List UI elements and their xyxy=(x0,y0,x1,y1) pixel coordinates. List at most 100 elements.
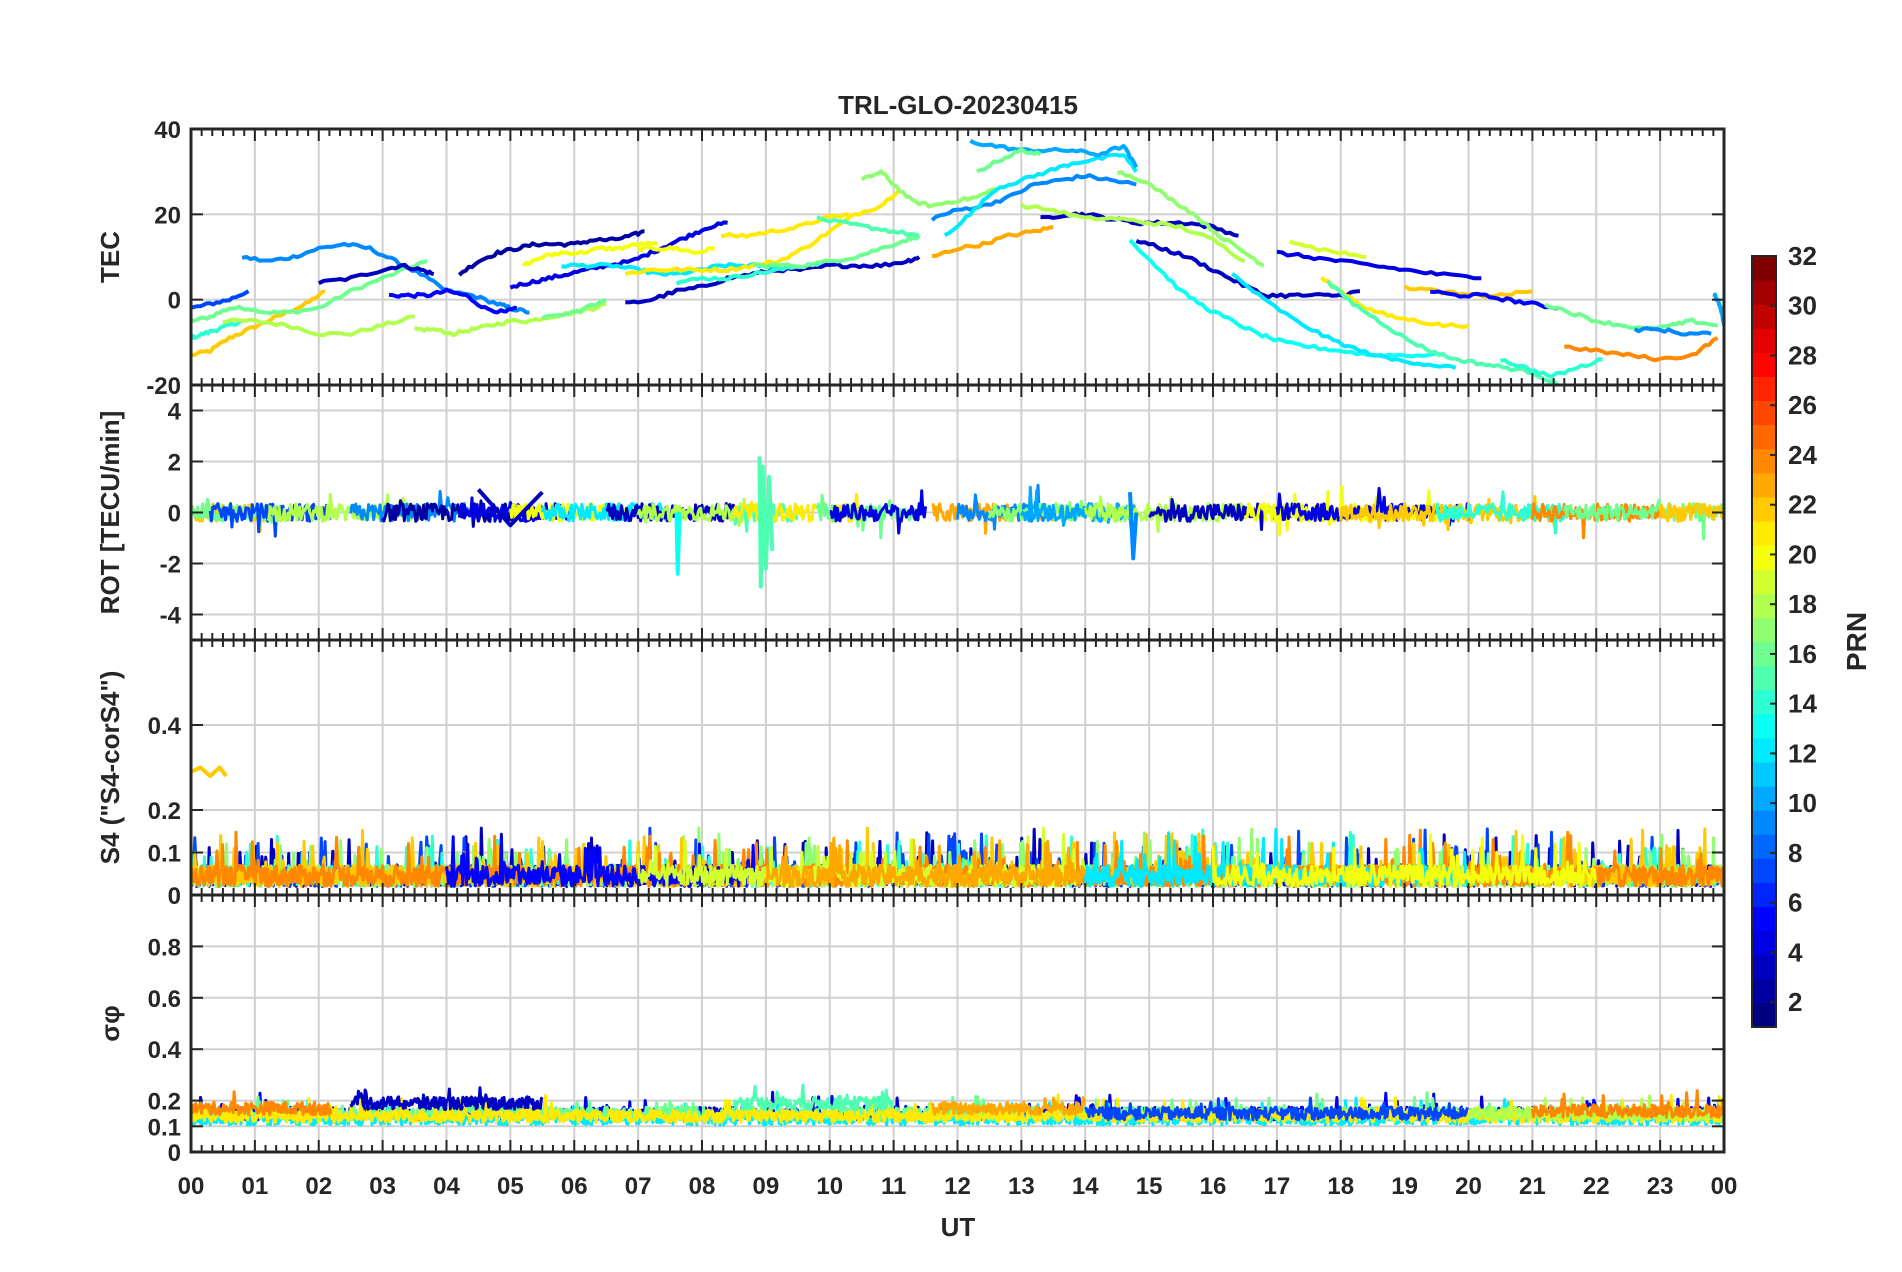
y-tick-labels-tec: -20 0 20 40 xyxy=(146,117,181,400)
colorbar-level xyxy=(1752,545,1776,570)
colorbar-level xyxy=(1752,713,1776,739)
series-line xyxy=(816,215,920,238)
series-line xyxy=(757,456,775,589)
x-tick-label: 17 xyxy=(1264,1173,1291,1200)
series-line xyxy=(191,1093,1724,1124)
series-line xyxy=(1020,202,1246,264)
series-line xyxy=(720,212,849,239)
x-tick-label: 12 xyxy=(944,1173,971,1200)
series-line xyxy=(943,152,1138,237)
series-line xyxy=(930,173,1137,222)
panel-rot: -4 -2 0 2 4 ROT [TECU/min] xyxy=(95,383,1726,642)
series-rot xyxy=(191,456,1724,589)
x-tick-label: 00 xyxy=(178,1173,205,1200)
y-tick-label: -20 xyxy=(146,373,181,400)
x-tick-label: 11 xyxy=(881,1173,906,1200)
colorbar-level xyxy=(1752,448,1776,474)
colorbar-frame xyxy=(1751,255,1777,1028)
colorbar-tick-label: 28 xyxy=(1788,340,1817,370)
y-tick-label: 0.1 xyxy=(148,1114,181,1141)
colorbar-level xyxy=(1752,737,1776,763)
y-axis-label-rot: ROT [TECU/min] xyxy=(95,411,125,615)
series-line xyxy=(930,1096,1086,1116)
series-line xyxy=(1326,280,1560,385)
series-line xyxy=(1564,336,1719,363)
colorbar-tick-label: 8 xyxy=(1788,838,1802,868)
colorbar-tick-label: 12 xyxy=(1788,738,1817,768)
series-line xyxy=(752,234,921,270)
series-line xyxy=(191,1090,333,1117)
x-axis-label: UT xyxy=(941,1212,976,1242)
series-line xyxy=(636,244,715,255)
colorbar-level xyxy=(1752,906,1776,932)
series-line xyxy=(732,1083,895,1111)
colorbar-tick-label: 4 xyxy=(1788,937,1803,967)
colorbar-level xyxy=(1752,496,1776,522)
colorbar-level xyxy=(1752,569,1776,594)
series-line xyxy=(764,836,1086,888)
x-tick-label: 03 xyxy=(369,1173,396,1200)
colorbar-level xyxy=(1752,256,1776,281)
colorbar-level xyxy=(1752,858,1776,883)
series-line xyxy=(191,319,243,341)
series-line xyxy=(732,492,864,523)
series-line xyxy=(1430,289,1558,311)
x-tick-labels: 00 01 02 03 04 05 06 07 08 09 10 11 12 13 14 15 16 17 18 19… xyxy=(178,1173,1738,1200)
series-line xyxy=(541,297,607,320)
y-tick-label: 0.2 xyxy=(148,798,181,825)
x-tick-label: 13 xyxy=(1008,1173,1035,1200)
colorbar-level xyxy=(1752,954,1776,980)
series-line xyxy=(1530,1089,1724,1119)
x-tick-label: 20 xyxy=(1455,1173,1482,1200)
series-line xyxy=(1084,1096,1469,1122)
y-tick-label: 0 xyxy=(168,1140,181,1167)
y-tick-label: 0.2 xyxy=(148,1089,181,1116)
series-line xyxy=(1083,495,1247,533)
y-tick-labels-sigma: 00.10.2 0.4 0.6 0.8 xyxy=(148,934,182,1167)
x-tick-label: 09 xyxy=(753,1173,780,1200)
colorbar-level xyxy=(1752,280,1776,305)
colorbar-tick-label: 18 xyxy=(1788,589,1817,619)
series-line xyxy=(931,225,1054,258)
series-line xyxy=(222,314,415,338)
x-tick-label: 06 xyxy=(561,1173,588,1200)
x-tick-label: 19 xyxy=(1391,1173,1418,1200)
series-line xyxy=(191,289,326,358)
series-line xyxy=(476,488,544,528)
x-tick-label: 01 xyxy=(242,1173,269,1200)
colorbar-level xyxy=(1752,978,1776,1004)
x-tick-label: 16 xyxy=(1200,1173,1227,1200)
colorbar-level xyxy=(1752,521,1776,546)
x-tick-label: 18 xyxy=(1327,1173,1354,1200)
series-line xyxy=(1499,357,1603,379)
y-tick-label: 20 xyxy=(154,202,181,229)
y-tick-label: 4 xyxy=(168,399,182,426)
colorbar-level xyxy=(1752,328,1776,353)
x-tick-label: 10 xyxy=(816,1173,843,1200)
series-line xyxy=(241,241,530,315)
y-axis-label-tec: TEC xyxy=(95,231,125,283)
x-tick-label: 14 xyxy=(1072,1173,1099,1200)
series-line xyxy=(674,512,682,576)
y-tick-label: 0.4 xyxy=(148,713,182,740)
colorbar-level xyxy=(1752,689,1776,715)
colorbar-tick-label: 6 xyxy=(1788,888,1802,918)
series-line xyxy=(349,1086,544,1112)
colorbar-tick-label: 32 xyxy=(1788,241,1817,271)
ticks-rot xyxy=(190,385,1724,640)
colorbar-level xyxy=(1752,786,1776,811)
colorbar-level xyxy=(1752,810,1776,835)
series-line xyxy=(1658,502,1724,523)
y-tick-label: 40 xyxy=(154,117,181,144)
x-tick-label: 22 xyxy=(1583,1173,1610,1200)
colorbar-level xyxy=(1752,1002,1776,1028)
x-tick-label: 21 xyxy=(1519,1173,1546,1200)
series-line xyxy=(1128,492,1139,561)
panel-tec: -20 0 20 40 TEC xyxy=(95,117,1726,400)
colorbar-tick-label: 24 xyxy=(1788,440,1817,470)
series-line xyxy=(457,229,645,277)
series-line xyxy=(860,169,997,209)
colorbar-level xyxy=(1752,424,1776,450)
y-tick-label: 0 xyxy=(168,883,181,910)
